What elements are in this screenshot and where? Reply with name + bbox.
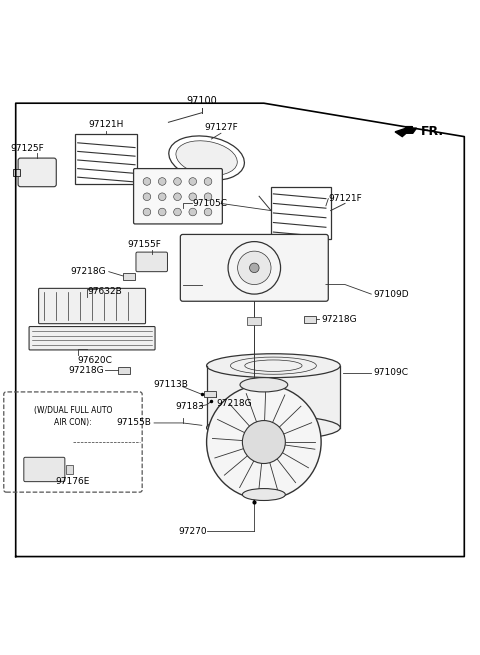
Bar [66,465,73,474]
Bar [118,367,130,374]
Text: 97620C: 97620C [78,356,113,365]
Ellipse shape [176,141,237,176]
Text: 97270: 97270 [178,527,206,536]
Circle shape [158,208,166,216]
Text: 97121H: 97121H [89,121,124,130]
Circle shape [174,193,181,200]
Circle shape [189,178,197,185]
Bar [13,168,21,176]
Ellipse shape [240,378,288,392]
Circle shape [143,208,151,216]
Circle shape [238,251,271,284]
Text: (W/DUAL FULL AUTO: (W/DUAL FULL AUTO [34,406,112,415]
Text: 97109C: 97109C [373,368,408,377]
Circle shape [242,421,285,464]
Circle shape [250,263,259,272]
Text: 97632B: 97632B [87,288,122,297]
Circle shape [158,193,166,200]
FancyBboxPatch shape [24,457,65,481]
FancyBboxPatch shape [136,252,168,272]
Circle shape [158,178,166,185]
Text: FR.: FR. [421,125,444,138]
Text: 97218G: 97218G [68,366,104,375]
Text: 97218G: 97218G [321,315,357,324]
Circle shape [189,208,197,216]
Text: 97218G: 97218G [71,267,107,276]
Bar [271,187,331,239]
Bar [304,316,316,323]
Circle shape [143,193,151,200]
Ellipse shape [242,489,285,500]
Bar [75,134,137,184]
Circle shape [206,384,321,499]
Text: 97176E: 97176E [56,477,90,486]
FancyBboxPatch shape [38,288,145,324]
Bar [204,391,216,397]
Text: 97127F: 97127F [204,123,238,132]
FancyBboxPatch shape [180,234,328,301]
Text: 97105C: 97105C [192,199,227,208]
Text: 97100: 97100 [186,96,217,105]
Text: AIR CON):: AIR CON): [54,418,92,427]
Text: 97113B: 97113B [154,381,188,389]
Bar [247,316,262,325]
Circle shape [143,178,151,185]
Circle shape [204,208,212,216]
Ellipse shape [206,354,340,378]
FancyBboxPatch shape [133,168,222,224]
Bar [123,272,135,280]
Polygon shape [395,127,417,137]
FancyBboxPatch shape [29,327,155,350]
Text: 97109D: 97109D [373,290,409,299]
Ellipse shape [206,416,340,440]
Circle shape [174,178,181,185]
Text: 97125F: 97125F [11,144,45,153]
Text: 97155F: 97155F [128,240,161,249]
Circle shape [204,178,212,185]
Circle shape [189,193,197,200]
Text: 97183: 97183 [176,402,204,411]
Text: 97121F: 97121F [328,194,362,203]
Bar [206,365,340,428]
Text: 97218G: 97218G [216,399,252,408]
Circle shape [174,208,181,216]
FancyBboxPatch shape [18,158,56,187]
Circle shape [204,193,212,200]
Text: 97155B: 97155B [117,419,152,428]
